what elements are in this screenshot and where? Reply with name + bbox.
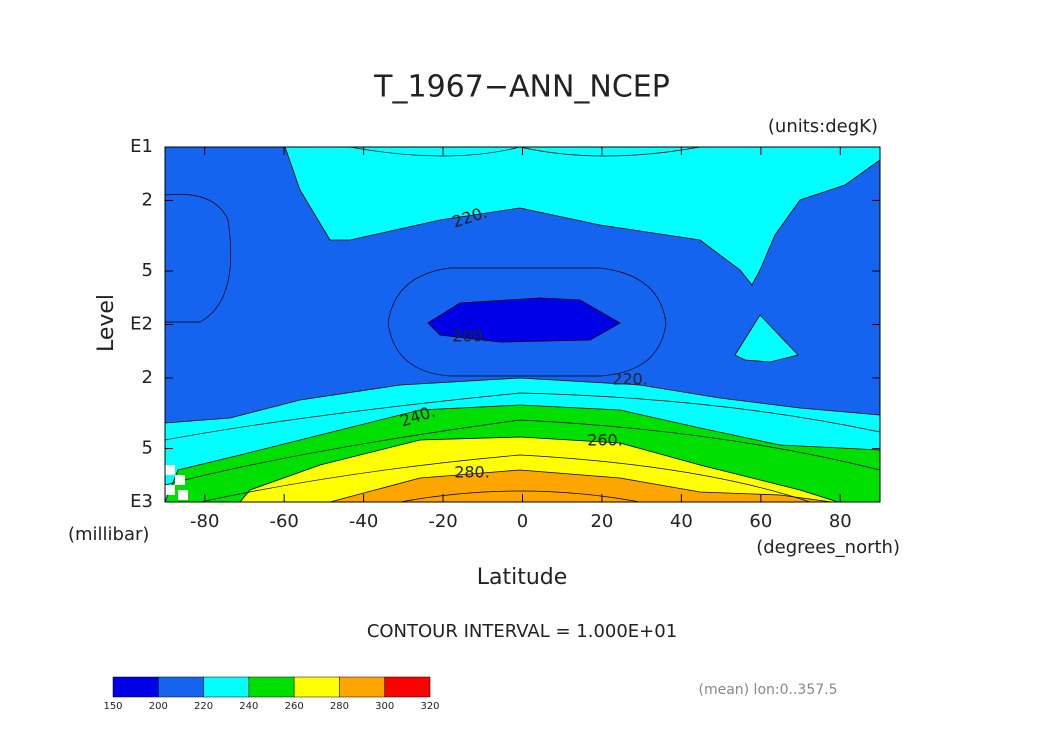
colorbar-label: 150 <box>103 701 122 712</box>
missing-cell <box>175 475 185 485</box>
contour-line <box>164 419 881 486</box>
y-axis-label: Level <box>94 294 119 352</box>
contour-line <box>164 392 881 441</box>
contour-line <box>399 490 641 503</box>
colorbar-segment <box>339 676 385 698</box>
y-tick-label: E3 <box>130 491 153 512</box>
x-tick-label: -40 <box>349 511 378 532</box>
colorbar-segment <box>384 676 431 698</box>
y-tick-label: 5 <box>142 438 153 459</box>
colorbar-label: 240 <box>239 701 258 712</box>
contour-field <box>164 146 881 503</box>
x-units: (degrees_north) <box>756 537 900 558</box>
x-tick-label: -60 <box>269 511 298 532</box>
x-tick-label: 80 <box>829 511 852 532</box>
colorbar-segment <box>203 676 250 698</box>
y-units: (millibar) <box>68 524 149 545</box>
y-tick-label: 2 <box>142 367 153 388</box>
x-tick-label: 40 <box>670 511 693 532</box>
units-label: (units:degK) <box>768 116 878 137</box>
contour-interval: CONTOUR INTERVAL = 1.000E+01 <box>367 621 677 642</box>
x-axis-label: Latitude <box>477 565 568 590</box>
missing-cell <box>165 465 175 475</box>
band-220-240 <box>734 314 799 363</box>
colorbar-segment <box>293 676 340 698</box>
contour-label: 220. <box>612 370 648 389</box>
colorbar-label: 280 <box>330 701 349 712</box>
colorbar-segment <box>248 676 295 698</box>
x-tick-label: 20 <box>590 511 613 532</box>
y-tick-label: 5 <box>142 260 153 281</box>
contour-line <box>164 193 232 323</box>
x-tick-label: -80 <box>190 511 219 532</box>
band-150-200 <box>427 297 621 343</box>
x-tick-label: 60 <box>749 511 772 532</box>
y-tick-label: E2 <box>130 314 153 335</box>
y-tick-label: 2 <box>142 189 153 210</box>
colorbar-label: 300 <box>375 701 394 712</box>
x-tick-label: 0 <box>517 511 528 532</box>
x-tick-label: -20 <box>428 511 457 532</box>
band-220-240 <box>284 146 881 286</box>
colorbar-label: 320 <box>420 701 439 712</box>
contour-line <box>387 267 667 377</box>
colorbar-segment <box>158 676 204 698</box>
y-tick-label: E1 <box>130 136 153 157</box>
contour-label: 260. <box>587 431 623 450</box>
contour-line <box>199 454 811 503</box>
footnote: (mean) lon:0..357.5 <box>698 682 837 698</box>
colorbar-segment <box>112 676 159 698</box>
colorbar-label: 200 <box>149 701 168 712</box>
missing-cell <box>178 490 188 500</box>
contour-label: 200. <box>452 327 488 346</box>
chart-title: T_1967−ANN_NCEP <box>373 70 670 105</box>
colorbar-label: 220 <box>194 701 213 712</box>
missing-cell <box>165 485 175 495</box>
colorbar-label: 260 <box>285 701 304 712</box>
contour-label: 280. <box>454 463 490 482</box>
